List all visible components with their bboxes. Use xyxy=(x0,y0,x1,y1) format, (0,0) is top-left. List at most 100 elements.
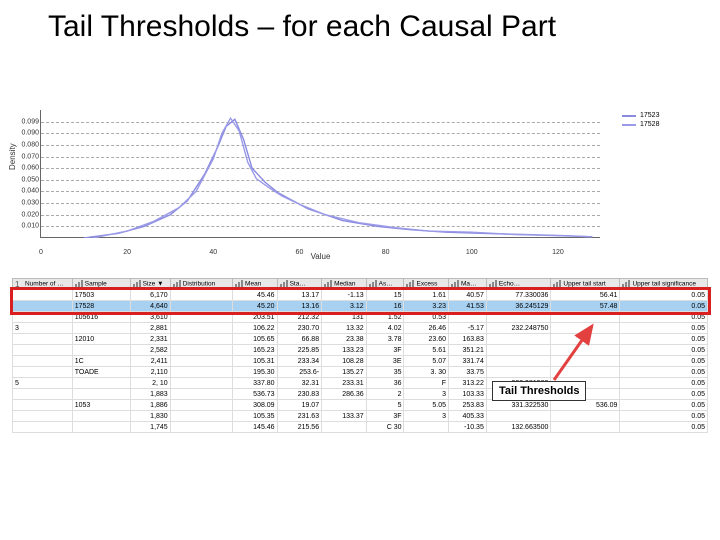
x-tick: 100 xyxy=(466,249,478,256)
table-cell: 3F xyxy=(366,345,404,356)
table-row[interactable]: 175036,17045.4613.17-1.13151.6140.5777.3… xyxy=(13,290,708,301)
stats-icon xyxy=(622,280,630,288)
table-cell: 215.56 xyxy=(277,422,322,433)
y-tick: 0.080 xyxy=(21,141,39,148)
column-header[interactable]: Mean xyxy=(233,279,278,290)
column-header[interactable]: Median xyxy=(322,279,367,290)
stats-icon xyxy=(406,280,414,288)
table-cell xyxy=(72,422,130,433)
table-cell: 536.73 xyxy=(233,389,278,400)
table-cell xyxy=(551,356,620,367)
table-row[interactable]: 10531,886308.0919.0755.05253.83331.32253… xyxy=(13,400,708,411)
table-cell xyxy=(486,367,551,378)
table-row[interactable]: 52, 10337.8032.31233.3136F313.22303.0815… xyxy=(13,378,708,389)
table-cell: TOADE xyxy=(72,367,130,378)
table-cell: 19.07 xyxy=(277,400,322,411)
table-cell xyxy=(170,367,232,378)
column-header[interactable]: Distribution xyxy=(170,279,232,290)
table-cell: 0.05 xyxy=(620,378,708,389)
table-cell: 3.23 xyxy=(404,301,449,312)
table-cell xyxy=(170,389,232,400)
table-cell: 313.22 xyxy=(449,378,487,389)
table-cell xyxy=(13,400,73,411)
table-cell: 105.65 xyxy=(233,334,278,345)
table-cell: 0.05 xyxy=(620,345,708,356)
table-row[interactable]: 1,883536.73230.83286.3623103.330.05 xyxy=(13,389,708,400)
table-row[interactable]: 120102,331105.6566.8823.383.7823.60163.8… xyxy=(13,334,708,345)
table-cell: 32.31 xyxy=(277,378,322,389)
y-tick: 0.070 xyxy=(21,153,39,160)
table-row[interactable]: 175284,64045.2013.163.12163.2341.5336.24… xyxy=(13,301,708,312)
table-cell: 0.05 xyxy=(620,323,708,334)
table-cell xyxy=(322,400,367,411)
table-cell: -5.17 xyxy=(449,323,487,334)
table-cell: 3F xyxy=(366,411,404,422)
table-cell: 66.88 xyxy=(277,334,322,345)
table-cell: 13.32 xyxy=(322,323,367,334)
chart-plot: Value 020406080100120 0.0100.0200.0300.0… xyxy=(40,110,600,238)
column-header[interactable]: Upper tail significance xyxy=(620,279,708,290)
table-row[interactable]: TOADE2,110195.30253.6-135.27353. xyxy=(13,367,708,378)
y-tick: 0.040 xyxy=(21,188,39,195)
column-header-label: Sample xyxy=(85,281,107,288)
y-tick: 0.099 xyxy=(21,118,39,125)
table-row[interactable]: 1056163,610203.51212.321311.520.530.05 xyxy=(13,312,708,323)
table-row[interactable]: 32,881106.22230.7013.324.0226.46-5.17232… xyxy=(13,323,708,334)
column-header[interactable]: Echo… xyxy=(486,279,551,290)
table-cell: 0.05 xyxy=(620,290,708,301)
table-cell xyxy=(72,389,130,400)
table-cell xyxy=(72,411,130,422)
table-cell: 13.16 xyxy=(277,301,322,312)
table-cell: 308.09 xyxy=(233,400,278,411)
column-header-label: Excess xyxy=(416,281,437,288)
column-header[interactable]: Excess xyxy=(404,279,449,290)
table-cell xyxy=(551,411,620,422)
column-header[interactable]: 1Number of … xyxy=(13,279,73,290)
legend-item: 17523 xyxy=(622,112,710,119)
table-cell xyxy=(486,334,551,345)
column-header[interactable]: Ma… xyxy=(449,279,487,290)
legend-label: 17528 xyxy=(640,121,659,128)
stats-icon xyxy=(369,280,377,288)
table-cell: 133.37 xyxy=(322,411,367,422)
table-cell xyxy=(486,411,551,422)
table-cell xyxy=(449,312,487,323)
column-header[interactable]: As… xyxy=(366,279,404,290)
column-header-label: Size ▼ xyxy=(143,281,164,288)
column-header[interactable]: Sample xyxy=(72,279,130,290)
column-header[interactable]: Sta… xyxy=(277,279,322,290)
legend-swatch xyxy=(622,124,636,126)
table-cell: 1,830 xyxy=(130,411,170,422)
table-cell: 15 xyxy=(366,290,404,301)
table-cell: 230.70 xyxy=(277,323,322,334)
table-cell: 0.05 xyxy=(620,334,708,345)
table-cell: 17503 xyxy=(72,290,130,301)
table-cell: 331.322530 xyxy=(486,400,551,411)
table-cell xyxy=(13,411,73,422)
table-cell: 13.17 xyxy=(277,290,322,301)
table-cell: 203.51 xyxy=(233,312,278,323)
table-cell xyxy=(13,312,73,323)
column-header[interactable]: Size ▼ xyxy=(130,279,170,290)
table-cell: 6,170 xyxy=(130,290,170,301)
table-cell: 105.35 xyxy=(233,411,278,422)
table-row[interactable]: 2,582165.23225.85133.233F5.61351.210.05 xyxy=(13,345,708,356)
stats-icon: 1 xyxy=(15,280,23,288)
table-row[interactable]: 1,830105.35231.63133.373F3405.330.05 xyxy=(13,411,708,422)
stats-icon xyxy=(489,280,497,288)
table-cell: 105.31 xyxy=(233,356,278,367)
table-cell: 131 xyxy=(322,312,367,323)
table-row[interactable]: 1,745145.46215.56C 30-10.35132.6635000.0… xyxy=(13,422,708,433)
y-tick: 0.090 xyxy=(21,130,39,137)
column-header[interactable]: Upper tail start xyxy=(551,279,620,290)
table-cell: 3 xyxy=(13,323,73,334)
legend-swatch xyxy=(622,115,636,117)
table-row[interactable]: 1C2,411105.31233.34108.283E5.07331.740.0… xyxy=(13,356,708,367)
table-cell: 0.05 xyxy=(620,422,708,433)
table-cell: 132.663500 xyxy=(486,422,551,433)
table-cell xyxy=(72,345,130,356)
x-tick: 80 xyxy=(382,249,390,256)
table-cell: 3.12 xyxy=(322,301,367,312)
column-header-label: As… xyxy=(379,281,393,288)
stats-icon xyxy=(235,280,243,288)
